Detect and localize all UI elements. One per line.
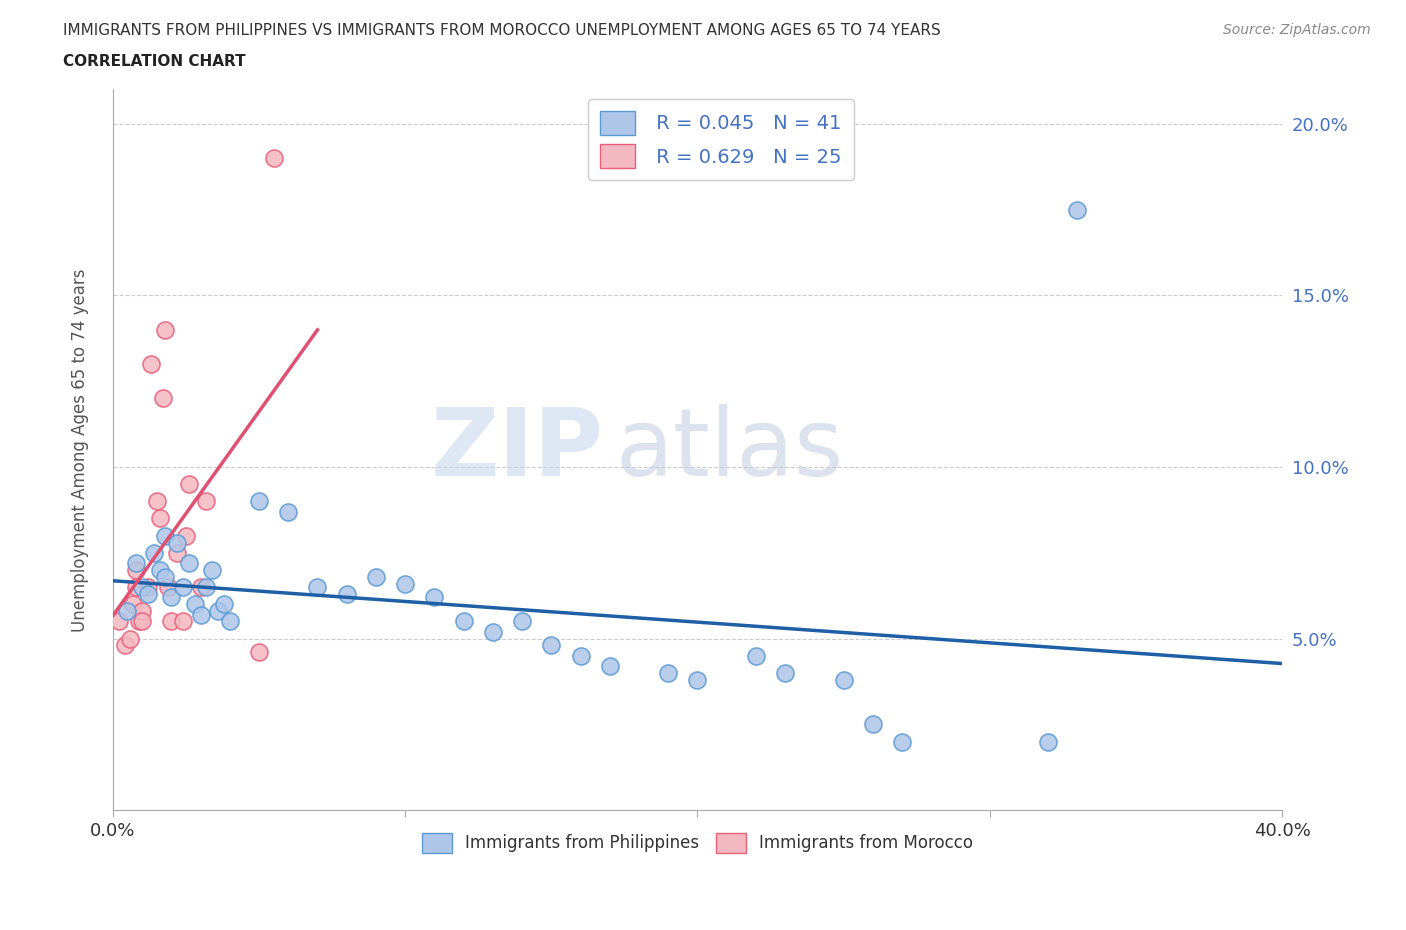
- Point: [773, 666, 796, 681]
- Point: [149, 511, 172, 525]
- Point: [195, 579, 218, 594]
- Point: [218, 614, 240, 629]
- Point: [745, 648, 768, 663]
- Point: [453, 614, 475, 629]
- Point: [152, 391, 174, 405]
- Point: [155, 569, 177, 584]
- Point: [364, 569, 387, 584]
- Point: [139, 356, 162, 371]
- Point: [686, 672, 709, 687]
- Point: [569, 648, 592, 663]
- Point: [131, 604, 153, 618]
- Point: [190, 579, 212, 594]
- Point: [177, 477, 200, 492]
- Point: [136, 587, 159, 602]
- Point: [166, 535, 188, 550]
- Point: [177, 555, 200, 570]
- Point: [277, 504, 299, 519]
- Point: [510, 614, 533, 629]
- Point: [183, 597, 205, 612]
- Point: [172, 579, 194, 594]
- Point: [125, 563, 148, 578]
- Point: [891, 734, 914, 749]
- Point: [172, 614, 194, 629]
- Point: [1066, 202, 1088, 217]
- Text: CORRELATION CHART: CORRELATION CHART: [63, 54, 246, 69]
- Point: [336, 587, 359, 602]
- Point: [160, 614, 183, 629]
- Point: [307, 579, 329, 594]
- Point: [122, 597, 145, 612]
- Point: [1038, 734, 1060, 749]
- Point: [128, 614, 150, 629]
- Point: [423, 590, 446, 604]
- Point: [160, 590, 183, 604]
- Point: [599, 658, 621, 673]
- Text: IMMIGRANTS FROM PHILIPPINES VS IMMIGRANTS FROM MOROCCO UNEMPLOYMENT AMONG AGES 6: IMMIGRANTS FROM PHILIPPINES VS IMMIGRANT…: [63, 23, 941, 38]
- Point: [482, 624, 505, 639]
- Point: [149, 563, 172, 578]
- Point: [166, 545, 188, 560]
- Point: [394, 577, 416, 591]
- Point: [195, 494, 218, 509]
- Text: ZIP: ZIP: [432, 404, 605, 496]
- Point: [125, 555, 148, 570]
- Point: [212, 597, 235, 612]
- Text: Source: ZipAtlas.com: Source: ZipAtlas.com: [1223, 23, 1371, 37]
- Point: [107, 614, 129, 629]
- Point: [125, 579, 148, 594]
- Point: [145, 494, 167, 509]
- Point: [832, 672, 855, 687]
- Point: [157, 579, 180, 594]
- Point: [120, 631, 142, 646]
- Point: [207, 604, 229, 618]
- Y-axis label: Unemployment Among Ages 65 to 74 years: Unemployment Among Ages 65 to 74 years: [72, 268, 89, 631]
- Point: [263, 151, 285, 166]
- Point: [201, 563, 224, 578]
- Point: [247, 644, 270, 659]
- Point: [155, 528, 177, 543]
- Point: [657, 666, 679, 681]
- Point: [155, 322, 177, 337]
- Point: [247, 494, 270, 509]
- Text: atlas: atlas: [616, 404, 844, 496]
- Point: [862, 717, 884, 732]
- Point: [131, 614, 153, 629]
- Point: [174, 528, 197, 543]
- Point: [131, 579, 153, 594]
- Point: [117, 604, 139, 618]
- Legend: Immigrants from Philippines, Immigrants from Morocco: Immigrants from Philippines, Immigrants …: [415, 826, 980, 859]
- Point: [136, 579, 159, 594]
- Point: [114, 638, 136, 653]
- Point: [142, 545, 165, 560]
- Point: [190, 607, 212, 622]
- Point: [540, 638, 562, 653]
